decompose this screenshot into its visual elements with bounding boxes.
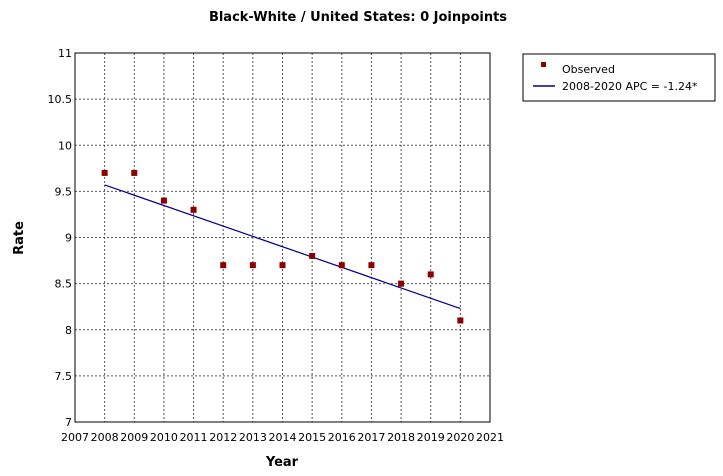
legend-box xyxy=(522,53,716,102)
grid xyxy=(75,53,490,422)
chart-title: Black-White / United States: 0 Joinpoint… xyxy=(209,10,507,25)
x-tick-label: 2010 xyxy=(150,431,178,444)
x-tick-label: 2016 xyxy=(328,431,356,444)
y-tick-label: 8.5 xyxy=(55,278,73,291)
tick-labels: 2007 2008 2009 2010 2011 2012 2013 2014 2015 2016… xyxy=(48,47,505,444)
observed-point xyxy=(131,169,138,176)
x-tick-label: 2018 xyxy=(387,431,415,444)
plot-area xyxy=(74,52,491,423)
observed-point xyxy=(101,169,108,176)
y-tick-label: 10.5 xyxy=(48,93,73,106)
observed-point xyxy=(190,206,197,213)
observed-point xyxy=(398,280,405,287)
x-tick-label: 2014 xyxy=(269,431,297,444)
y-tick-label: 7.5 xyxy=(55,370,73,383)
x-tick-label: 2012 xyxy=(209,431,237,444)
legend-observed-marker xyxy=(541,62,546,67)
x-tick-label: 2013 xyxy=(239,431,267,444)
legend-observed-label: Observed xyxy=(562,63,615,76)
y-tick-label: 9.5 xyxy=(55,185,73,198)
observed-point xyxy=(220,262,227,269)
observed-point xyxy=(279,262,286,269)
trend-line xyxy=(104,184,461,310)
y-tick-label: 9 xyxy=(65,232,72,245)
y-axis-title: Rate xyxy=(12,221,27,255)
x-tick-label: 2009 xyxy=(120,431,148,444)
observed-point xyxy=(309,252,316,259)
observed-point xyxy=(338,262,345,269)
x-tick-label: 2021 xyxy=(476,431,504,444)
x-tick-label: 2020 xyxy=(446,431,474,444)
x-tick-label: 2017 xyxy=(357,431,385,444)
y-tick-label: 10 xyxy=(58,139,72,152)
series-layer xyxy=(101,169,464,324)
legend: Observed 2008-2020 APC = -1.24* xyxy=(522,53,716,102)
y-tick-label: 11 xyxy=(58,47,72,60)
observed-point xyxy=(427,271,434,278)
observed-point xyxy=(368,262,375,269)
y-tick-label: 8 xyxy=(65,324,72,337)
observed-point xyxy=(457,317,464,324)
x-tick-label: 2011 xyxy=(180,431,208,444)
x-tick-label: 2015 xyxy=(298,431,326,444)
x-tick-label: 2019 xyxy=(417,431,445,444)
legend-trend-label: 2008-2020 APC = -1.24* xyxy=(562,80,698,93)
x-tick-label: 2007 xyxy=(61,431,89,444)
x-tick-label: 2008 xyxy=(91,431,119,444)
observed-point xyxy=(160,197,167,204)
x-axis-title: Year xyxy=(265,455,299,470)
y-tick-label: 7 xyxy=(65,416,72,429)
observed-point xyxy=(249,262,256,269)
